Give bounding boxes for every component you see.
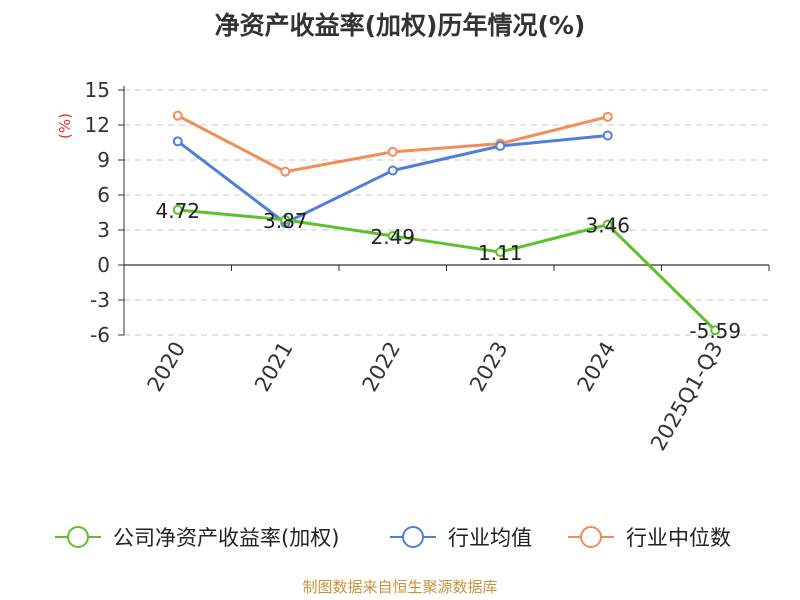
source-note: 制图数据来自恒生聚源数据库 (302, 578, 498, 596)
data-label: -5.59 (689, 319, 741, 343)
data-point (172, 110, 183, 121)
x-tick-label: 2020 (143, 338, 191, 396)
data-point (602, 111, 613, 122)
series-line (177, 208, 717, 332)
x-tick-label: 2025Q1-Q3 (646, 338, 728, 455)
y-tick-label: 9 (97, 148, 110, 172)
data-point (280, 166, 291, 177)
x-tick-label: 2024 (573, 338, 621, 396)
x-tick-label: 2023 (465, 338, 513, 396)
data-point (495, 247, 506, 258)
y-tick-label: 6 (97, 183, 110, 207)
legend-marker (580, 526, 602, 548)
x-tick-label: 2021 (250, 338, 298, 396)
data-point (387, 146, 398, 157)
data-point (495, 141, 506, 151)
x-tick-label: 2022 (358, 338, 406, 396)
data-label: 3.46 (585, 214, 630, 238)
y-tick-label: 0 (97, 253, 110, 277)
data-point (602, 219, 613, 230)
data-point (280, 214, 291, 225)
legend-marker (402, 526, 424, 548)
legend-label: 行业均值 (448, 526, 532, 550)
data-point (387, 165, 398, 176)
legend-label: 行业中位数 (626, 526, 731, 550)
y-tick-label: 3 (97, 218, 110, 242)
data-point (172, 204, 183, 215)
data-point (602, 130, 613, 141)
y-axis-label: (%) (56, 113, 74, 139)
y-tick-label: -6 (90, 323, 110, 347)
data-label: 4.72 (155, 199, 200, 223)
data-label: 2.49 (370, 225, 415, 249)
series-line (177, 114, 609, 174)
y-tick-label: -3 (90, 288, 110, 312)
data-label: 3.87 (263, 209, 308, 233)
y-tick-label: 15 (85, 78, 110, 102)
data-point (387, 230, 398, 241)
legend-label: 公司净资产收益率(加权) (113, 526, 339, 550)
chart-title: 净资产收益率(加权)历年情况(%) (214, 11, 586, 40)
y-tick-label: 12 (85, 113, 110, 137)
data-label: 1.11 (478, 241, 523, 265)
data-point (172, 136, 183, 147)
data-point (710, 325, 721, 336)
legend-marker (67, 526, 89, 548)
